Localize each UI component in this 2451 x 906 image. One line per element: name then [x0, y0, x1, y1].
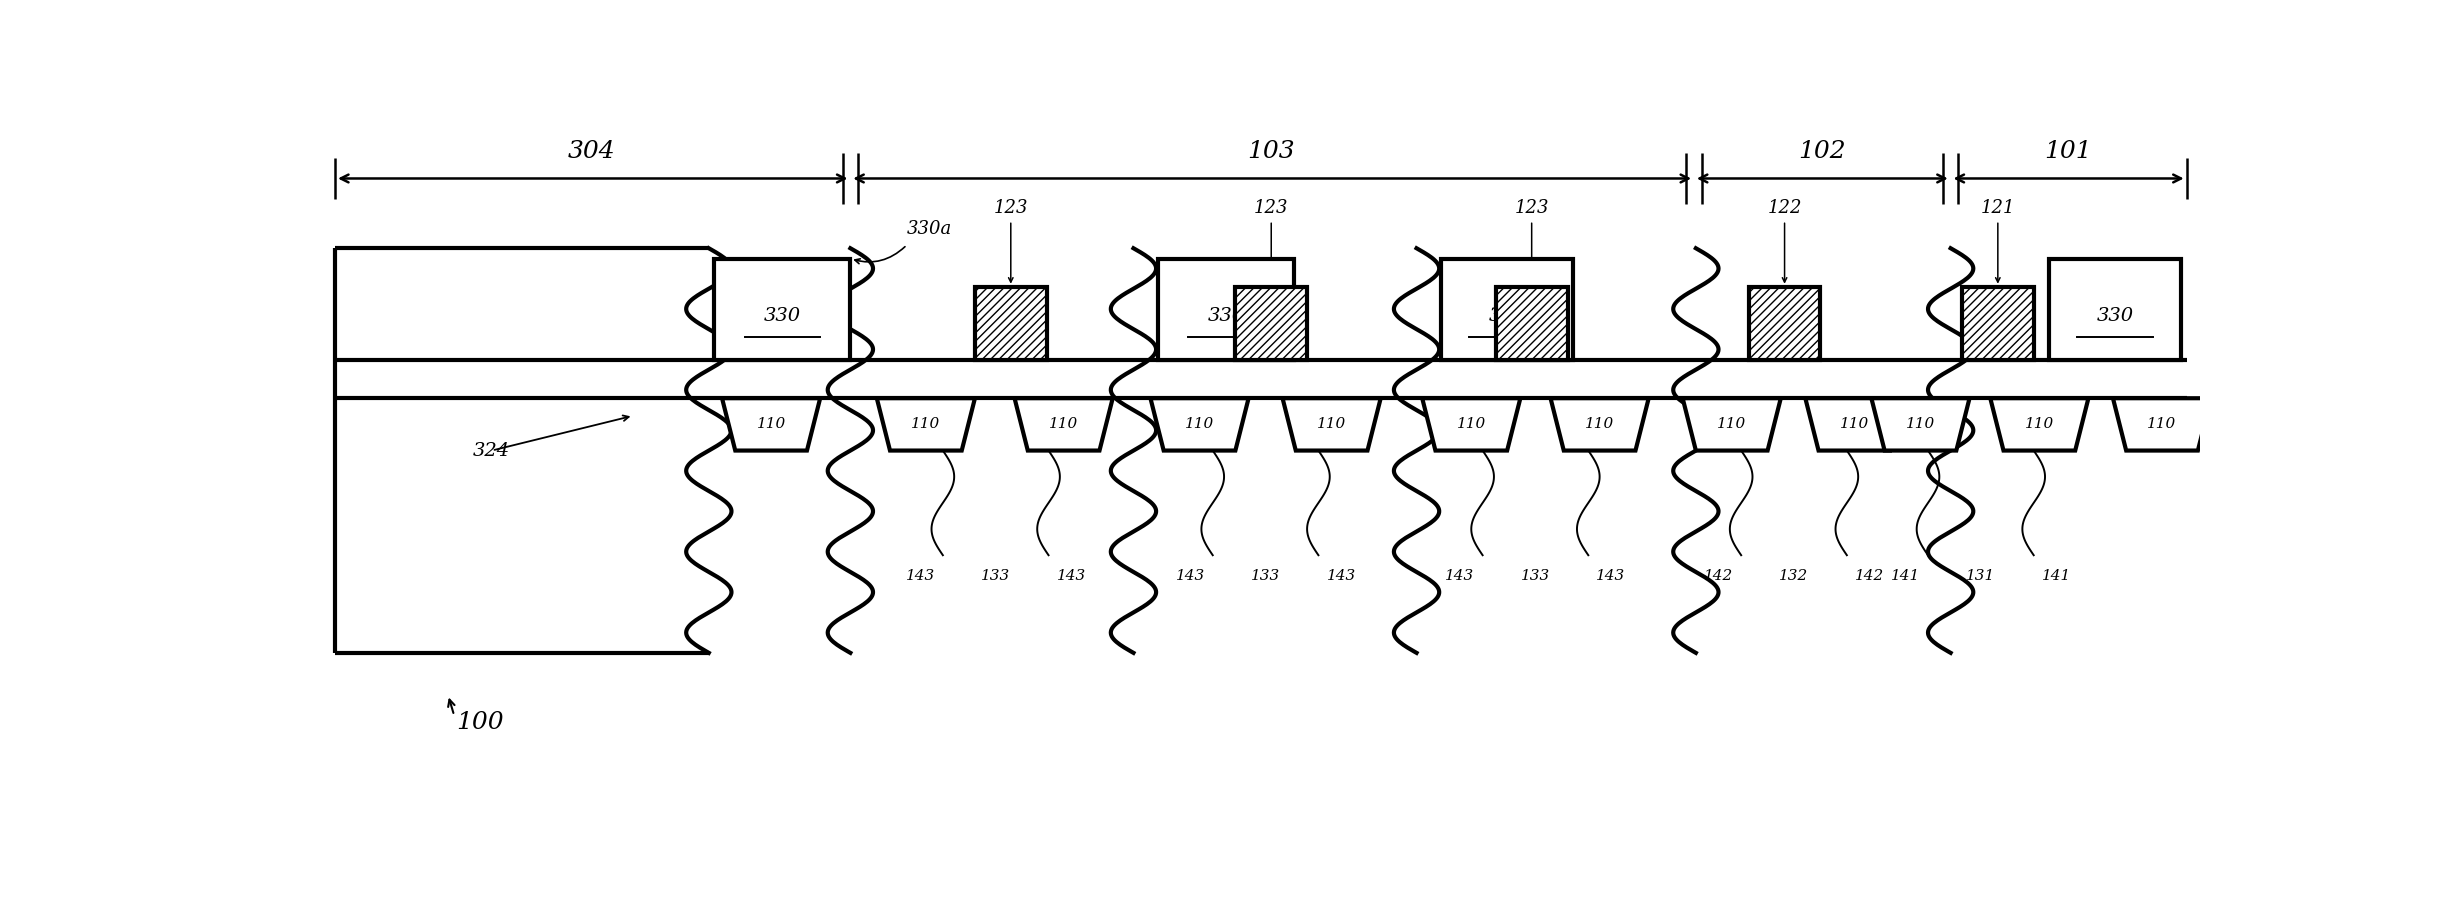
Text: 110: 110: [1586, 418, 1615, 431]
Text: 143: 143: [904, 569, 934, 583]
Bar: [1495, 286, 1569, 360]
Text: 102: 102: [1799, 140, 1846, 163]
Bar: [2049, 259, 2181, 360]
Text: 110: 110: [757, 418, 787, 431]
Text: 143: 143: [1176, 569, 1206, 583]
Bar: [1748, 286, 1821, 360]
Polygon shape: [2113, 399, 2211, 450]
Text: 141: 141: [2042, 569, 2071, 583]
Text: 143: 143: [1596, 569, 1625, 583]
Text: 122: 122: [1767, 198, 1801, 217]
Bar: [1961, 286, 2034, 360]
Polygon shape: [1015, 399, 1113, 450]
Bar: [716, 259, 850, 360]
Text: 110: 110: [2147, 418, 2176, 431]
Text: 330a: 330a: [907, 220, 953, 237]
Text: 123: 123: [1515, 198, 1549, 217]
Text: 133: 133: [1250, 569, 1279, 583]
Text: 110: 110: [1907, 418, 1936, 431]
Text: 110: 110: [912, 418, 941, 431]
Text: 110: 110: [2025, 418, 2054, 431]
Bar: [1441, 259, 1574, 360]
Bar: [708, 360, 2186, 399]
Text: 143: 143: [1056, 569, 1086, 583]
Polygon shape: [1282, 399, 1380, 450]
Text: 324: 324: [473, 441, 510, 459]
Polygon shape: [1873, 399, 1971, 450]
Polygon shape: [1551, 399, 1650, 450]
Polygon shape: [1806, 399, 1904, 450]
Text: 110: 110: [1316, 418, 1346, 431]
Polygon shape: [1684, 399, 1782, 450]
Text: 101: 101: [2044, 140, 2091, 163]
Text: 330: 330: [1488, 307, 1525, 325]
Text: 110: 110: [1718, 418, 1748, 431]
Bar: [1235, 286, 1306, 360]
Polygon shape: [1990, 399, 2088, 450]
Text: 123: 123: [1255, 198, 1289, 217]
Text: 103: 103: [1248, 140, 1294, 163]
Text: 133: 133: [980, 569, 1010, 583]
Text: 330: 330: [2096, 307, 2132, 325]
Text: 131: 131: [1966, 569, 1995, 583]
Bar: [1157, 259, 1294, 360]
Text: 142: 142: [1703, 569, 1733, 583]
Text: 304: 304: [569, 140, 615, 163]
Polygon shape: [877, 399, 975, 450]
Text: 100: 100: [456, 711, 505, 734]
Text: 143: 143: [1446, 569, 1476, 583]
Text: 123: 123: [993, 198, 1027, 217]
Polygon shape: [1150, 399, 1248, 450]
Text: 110: 110: [1184, 418, 1213, 431]
Polygon shape: [1422, 399, 1520, 450]
Text: 143: 143: [1326, 569, 1355, 583]
Text: 110: 110: [1841, 418, 1870, 431]
Polygon shape: [723, 399, 821, 450]
Text: 110: 110: [1456, 418, 1485, 431]
Text: 141: 141: [1890, 569, 1919, 583]
Text: 330: 330: [1208, 307, 1245, 325]
Text: 142: 142: [1855, 569, 1885, 583]
Text: 133: 133: [1520, 569, 1549, 583]
Text: 110: 110: [1049, 418, 1078, 431]
Bar: [336, 248, 708, 653]
Text: 330: 330: [765, 307, 801, 325]
Text: 121: 121: [1980, 198, 2015, 217]
Bar: [975, 286, 1047, 360]
Text: 132: 132: [1779, 569, 1809, 583]
